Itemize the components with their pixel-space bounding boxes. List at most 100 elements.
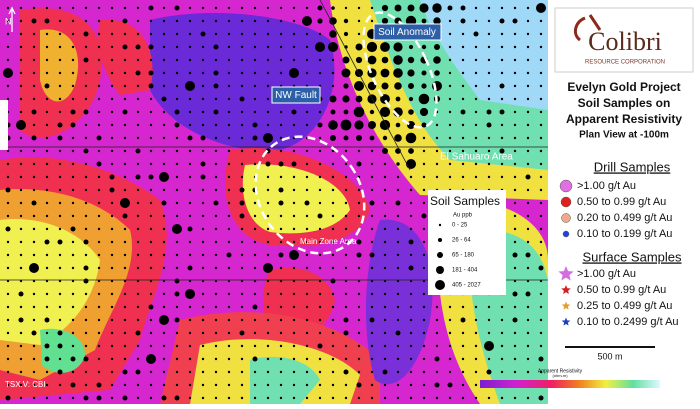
soil-point xyxy=(357,331,361,335)
soil-point xyxy=(71,175,75,179)
soil-point xyxy=(253,266,257,270)
soil-point xyxy=(512,317,518,323)
soil-point xyxy=(149,162,153,166)
legend-title: Drill Samples xyxy=(594,159,671,174)
soil-point xyxy=(172,224,182,234)
soil-point xyxy=(44,343,50,349)
soil-point xyxy=(149,279,153,283)
soil-point xyxy=(227,396,231,400)
soil-point xyxy=(396,344,400,348)
soil-point xyxy=(383,318,387,322)
soil-point xyxy=(329,17,337,25)
soil-point xyxy=(422,357,426,361)
soil-point xyxy=(84,6,88,10)
soil-point xyxy=(240,162,244,166)
soil-point xyxy=(32,279,36,283)
soil-point xyxy=(292,6,296,10)
soil-point xyxy=(539,331,543,335)
soil-point xyxy=(461,357,465,361)
soil-point xyxy=(45,253,49,257)
soil-point xyxy=(356,382,362,388)
soil-point xyxy=(97,214,101,218)
soil-point xyxy=(302,16,312,26)
soil-point xyxy=(162,84,166,88)
soil-point xyxy=(318,71,322,75)
soil-point xyxy=(214,19,218,23)
soil-point xyxy=(149,97,153,101)
soil-point xyxy=(331,370,335,374)
soil-point xyxy=(175,32,179,36)
soil-point xyxy=(487,305,491,309)
soil-point xyxy=(32,383,36,387)
soil-point xyxy=(539,162,543,166)
soil-point xyxy=(162,110,166,114)
soil-point xyxy=(370,344,374,348)
colorbar xyxy=(480,380,660,388)
soil-point xyxy=(214,292,218,296)
soil-point xyxy=(19,45,23,49)
soil-point xyxy=(227,357,231,361)
soil-point xyxy=(19,19,23,23)
soil-point xyxy=(32,305,36,309)
soil-point xyxy=(161,200,167,206)
soil-point xyxy=(175,201,179,205)
soil-point xyxy=(84,370,88,374)
soil-point xyxy=(227,201,231,205)
soil-point xyxy=(266,370,270,374)
soil-point xyxy=(45,6,49,10)
soil-point xyxy=(185,81,195,91)
soil-point xyxy=(357,201,361,205)
soil-point xyxy=(174,109,180,115)
soil-point xyxy=(486,109,492,115)
soil-point xyxy=(200,135,206,141)
soil-point xyxy=(461,149,465,153)
soil-point xyxy=(422,292,426,296)
soil-point xyxy=(175,188,179,192)
soil-point xyxy=(435,318,439,322)
soil-point xyxy=(292,227,296,231)
soil-point xyxy=(382,148,388,154)
resistivity-map xyxy=(0,0,548,404)
soil-point xyxy=(318,32,322,36)
soil-point xyxy=(201,318,205,322)
soil-point xyxy=(343,369,349,375)
soil-point xyxy=(110,45,114,49)
soil-point xyxy=(356,252,362,258)
soil-point xyxy=(123,292,127,296)
soil-point xyxy=(188,162,192,166)
soil-point xyxy=(383,227,387,231)
soil-point xyxy=(32,45,36,49)
soil-point xyxy=(487,175,491,179)
soil-point xyxy=(19,240,23,244)
soil-point xyxy=(393,42,403,52)
soil-point xyxy=(136,240,140,244)
soil-point xyxy=(123,136,127,140)
soil-point xyxy=(305,123,309,127)
soil-point xyxy=(110,279,114,283)
soil-point xyxy=(432,3,442,13)
soil-point xyxy=(58,149,62,153)
soil-point xyxy=(240,396,244,400)
soil-point xyxy=(97,19,101,23)
soil-point xyxy=(318,253,322,257)
soil-point xyxy=(19,32,23,36)
soil-point xyxy=(500,71,504,75)
soil-point xyxy=(513,305,517,309)
soil-point xyxy=(97,331,101,335)
soil-point xyxy=(110,266,114,270)
soil-point xyxy=(71,149,75,153)
soil-point xyxy=(201,292,205,296)
soil-point xyxy=(487,136,491,140)
soil-point xyxy=(305,214,309,218)
soil-point xyxy=(149,19,153,23)
map-label: El Sahuaro Area xyxy=(440,152,513,163)
soil-point xyxy=(474,6,478,10)
soil-point xyxy=(266,58,270,62)
soil-point xyxy=(526,370,530,374)
soil-point xyxy=(58,214,62,218)
soil-point xyxy=(279,123,283,127)
soil-point xyxy=(380,68,390,78)
soil-point xyxy=(6,19,10,23)
soil-point xyxy=(367,55,377,65)
